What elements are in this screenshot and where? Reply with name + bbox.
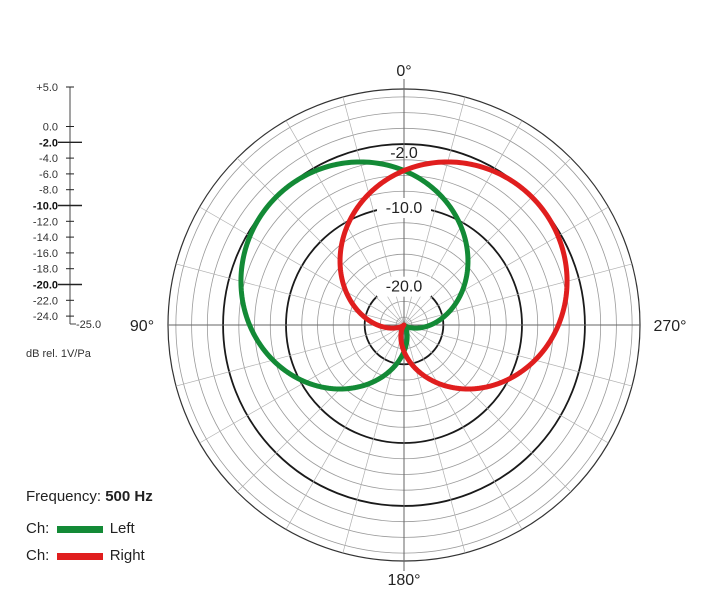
scale-tick-label: -18.0 (33, 264, 58, 276)
ring-label-bg (377, 276, 431, 297)
grid-spoke (403, 324, 466, 554)
grid-spoke (285, 324, 405, 530)
frequency-label: Frequency: (26, 488, 102, 505)
left-swatch (56, 525, 103, 533)
scale-tick-label: -6.0 (39, 169, 58, 181)
grid-spoke (403, 324, 572, 493)
scale-tick-label: -24.0 (33, 311, 58, 323)
grid-spoke (199, 324, 405, 444)
grid-spoke (403, 324, 523, 530)
scale-tick-label: -2.0 (39, 137, 58, 149)
scale-tick-label: -12.0 (33, 216, 58, 228)
legend-left-name: Left (109, 520, 135, 537)
legend-item-right: Ch: Right (26, 547, 145, 564)
scale-tick-label: -20.0 (33, 280, 58, 292)
grid-spoke (175, 324, 405, 387)
grid-spoke (236, 324, 405, 493)
scale-unit: dB rel. 1V/Pa (26, 348, 92, 360)
grid-spoke (403, 324, 609, 444)
angle-label-180: 180° (387, 572, 420, 589)
series-right-curve (337, 159, 570, 392)
scale-tick-label: +5.0 (36, 82, 58, 94)
grid-spoke (175, 263, 405, 326)
channel-label: Ch: (26, 547, 50, 564)
ring-label-minus2: -2.0 (390, 145, 418, 162)
legend-right-name: Right (109, 547, 145, 564)
scale-tick-label: 0.0 (43, 122, 58, 134)
frequency-legend: Frequency: 500 Hz (26, 488, 153, 505)
angle-label-270: 270° (653, 318, 686, 335)
angle-label-0: 0° (396, 63, 411, 80)
grid-spoke (403, 206, 609, 326)
right-swatch (56, 552, 103, 560)
legend-item-left: Ch: Left (26, 520, 135, 537)
scale-tick-label: -4.0 (39, 153, 58, 165)
scale-tick-label: -16.0 (33, 248, 58, 260)
frequency-value: 500 Hz (105, 488, 153, 505)
ring-label-bg (377, 198, 431, 218)
channel-label: Ch: (26, 520, 50, 537)
grid-spoke (199, 206, 405, 326)
angle-label-90: 90° (130, 318, 154, 335)
grid-spoke (403, 324, 633, 387)
scale-bottom-label: -25.0 (76, 319, 101, 331)
scale-tick-label: -8.0 (39, 185, 58, 197)
grid-spoke (403, 157, 572, 326)
grid-spoke (403, 263, 633, 326)
scale-tick-label: -10.0 (33, 201, 58, 213)
grid-spoke (236, 157, 405, 326)
scale-tick-label: -14.0 (33, 232, 58, 244)
ring-label-minus10: -10.0 (386, 200, 423, 217)
scale-tick-label: -22.0 (33, 295, 58, 307)
grid-spoke (342, 324, 405, 554)
ring-label-minus20: -20.0 (386, 279, 423, 296)
